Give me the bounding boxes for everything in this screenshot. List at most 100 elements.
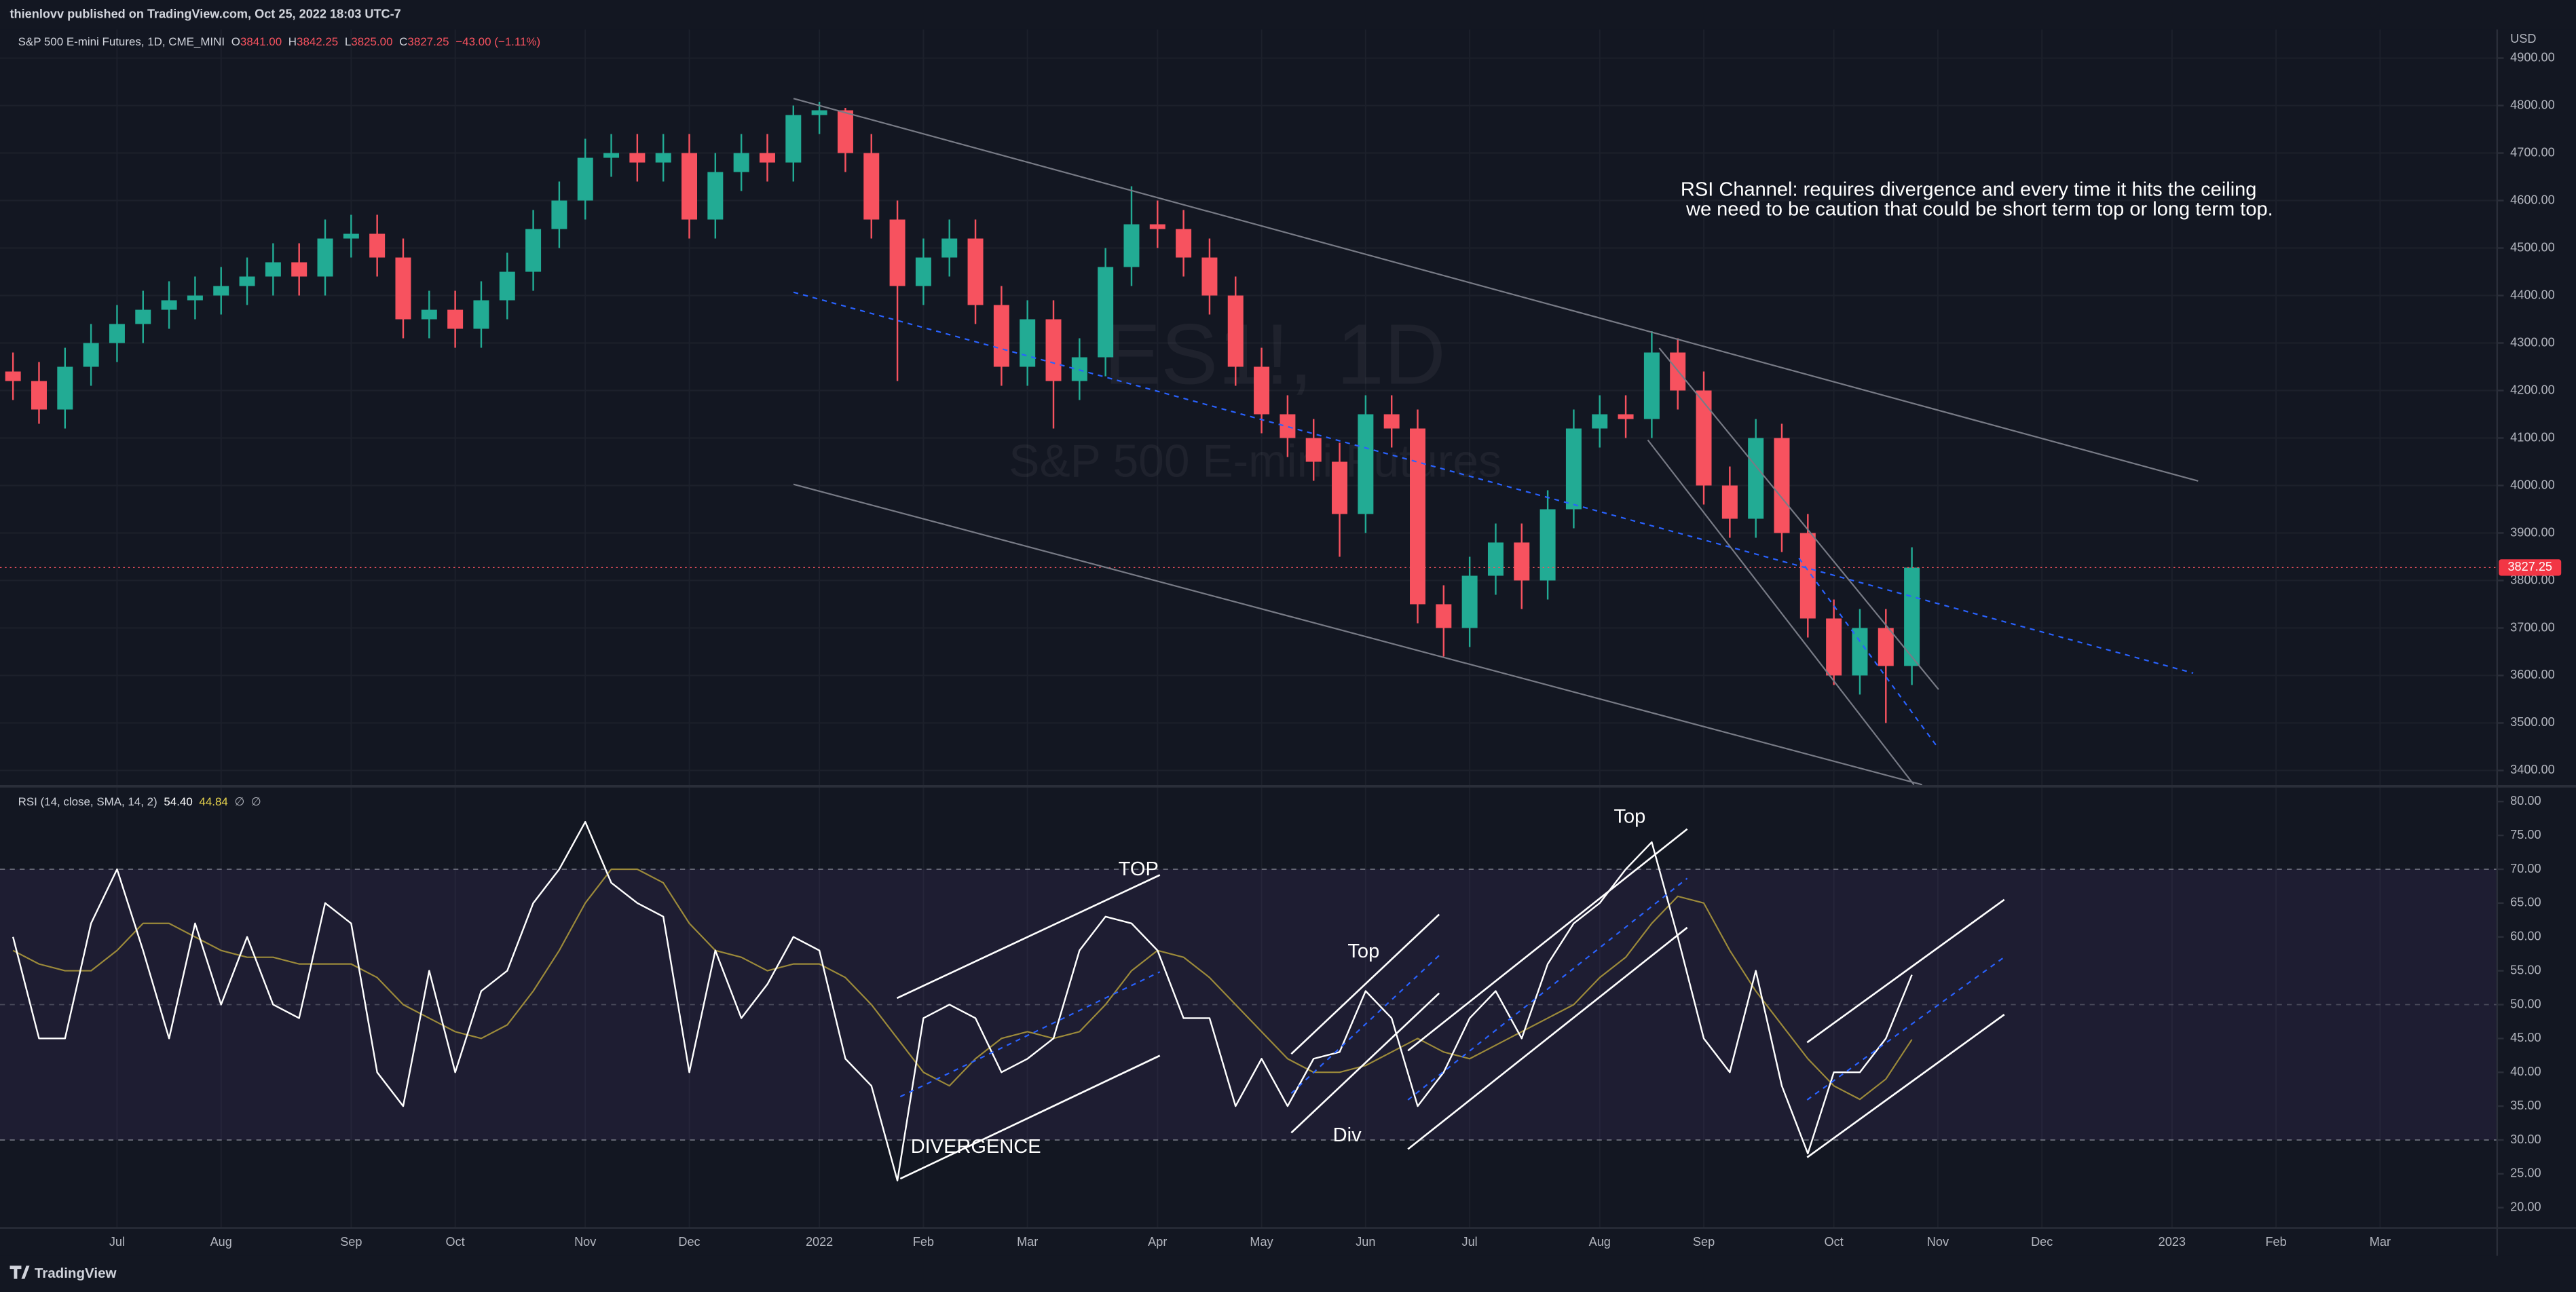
top-bar xyxy=(0,0,2576,30)
y-tick-label: 3500.00 xyxy=(2510,715,2555,729)
candle-body xyxy=(993,305,1009,367)
annotation: Top xyxy=(1614,805,1646,827)
x-tick-label: Feb xyxy=(2265,1235,2286,1249)
candle-body xyxy=(1123,224,1140,267)
y-tick-label: 3900.00 xyxy=(2510,525,2555,539)
x-tick-label: Jul xyxy=(109,1235,125,1249)
x-tick-label: Jun xyxy=(1356,1235,1375,1249)
candle-body xyxy=(577,157,593,201)
annotation: TOP xyxy=(1119,858,1159,880)
candle-body xyxy=(1826,618,1842,676)
candle-body xyxy=(1227,295,1244,367)
candle-body xyxy=(1149,224,1165,229)
candle-body xyxy=(1696,390,1712,486)
candle-body xyxy=(239,276,255,286)
candle-body xyxy=(369,233,386,258)
candle-body xyxy=(655,153,671,163)
y-tick-label: 4600.00 xyxy=(2510,193,2555,206)
brand: TradingView xyxy=(35,1266,117,1281)
candle-body xyxy=(1565,428,1582,510)
candle-body xyxy=(629,153,646,163)
candle-body xyxy=(1618,414,1634,419)
x-tick-label: Mar xyxy=(2370,1235,2391,1249)
candle-body xyxy=(135,309,151,324)
trend-line xyxy=(793,483,1923,786)
marks xyxy=(0,101,2497,1182)
x-tick-label: Dec xyxy=(678,1235,700,1249)
candle-body xyxy=(1383,414,1400,429)
candle-body xyxy=(941,238,958,258)
candle-body xyxy=(1020,319,1036,367)
candle-body xyxy=(682,153,698,220)
y-tick-label: 75.00 xyxy=(2510,828,2541,841)
legend-key: H xyxy=(288,35,297,48)
x-tick-label: Oct xyxy=(446,1235,465,1249)
y-tick-label: 30.00 xyxy=(2510,1133,2541,1146)
candle-body xyxy=(1774,438,1790,533)
candle-body xyxy=(1410,428,1425,605)
legend-value: 54.40 xyxy=(164,796,192,809)
legend-key: C xyxy=(399,35,407,48)
rsi-band xyxy=(0,869,2497,1141)
x-tick-label: Jul xyxy=(1462,1235,1478,1249)
candle-body xyxy=(395,257,411,320)
y-tick-label: 3800.00 xyxy=(2510,573,2555,586)
legend-key: O xyxy=(231,35,240,48)
y-tick-label: 4200.00 xyxy=(2510,383,2555,396)
candle-body xyxy=(447,309,464,329)
y-tick-label: 55.00 xyxy=(2510,963,2541,976)
trend-line xyxy=(1290,913,1440,1055)
candle-body xyxy=(785,115,802,163)
candle-body xyxy=(1332,461,1348,514)
legend-value: 3827.25 xyxy=(407,35,449,48)
y-tick-label: 4900.00 xyxy=(2510,50,2555,64)
y-tick-label: 3400.00 xyxy=(2510,763,2555,776)
footer xyxy=(0,1255,2576,1292)
legend-value: 3825.00 xyxy=(351,35,392,48)
last-price-label: 3827.25 xyxy=(2507,560,2552,573)
y-tick-label: 25.00 xyxy=(2510,1166,2541,1180)
y-tick-label: 40.00 xyxy=(2510,1065,2541,1078)
legend-extra: ∅ xyxy=(251,796,261,809)
legend-value: 3841.00 xyxy=(240,35,282,48)
candle-body xyxy=(1071,357,1087,381)
watermark: ES1!, 1D xyxy=(1104,306,1446,402)
candle-body xyxy=(1305,438,1322,462)
candle-body xyxy=(1904,567,1920,666)
candle-body xyxy=(915,257,931,286)
candle-body xyxy=(837,110,853,153)
candle-body xyxy=(1592,414,1608,429)
x-tick-label: Oct xyxy=(1825,1235,1844,1249)
candle-body xyxy=(1852,628,1868,676)
candle-body xyxy=(5,371,21,381)
annotation: Div xyxy=(1333,1124,1362,1146)
rsi-legend: RSI (14, close, SMA, 14, 2) 54.40 44.84 ∅ ∅ xyxy=(18,796,261,809)
trend-line xyxy=(1806,898,2005,1044)
candle-body xyxy=(1748,438,1764,519)
candle-body xyxy=(57,366,73,410)
y-tick-label: 45.00 xyxy=(2510,1031,2541,1044)
candle-body xyxy=(759,153,775,163)
x-tick-label: Mar xyxy=(1017,1235,1038,1249)
legend-key: L xyxy=(345,35,351,48)
candle-body xyxy=(1721,485,1738,519)
y-tick-label: 60.00 xyxy=(2510,930,2541,943)
candle-body xyxy=(291,262,307,277)
y-tick-label: 4400.00 xyxy=(2510,288,2555,301)
candle-body xyxy=(1045,319,1062,381)
y-tick-label: 65.00 xyxy=(2510,896,2541,909)
candle-body xyxy=(213,286,229,296)
candle-body xyxy=(967,238,984,305)
candle-body xyxy=(83,343,99,367)
candle-body xyxy=(1878,628,1894,666)
candle-body xyxy=(1436,604,1452,628)
candle-body xyxy=(1514,542,1530,581)
candle-body xyxy=(1799,533,1816,619)
rsi-line xyxy=(12,868,1913,1101)
legend-value: 44.84 xyxy=(199,796,227,809)
price-legend: S&P 500 E-mini Futures, 1D, CME_MINI O384… xyxy=(18,35,541,48)
candle-body xyxy=(1201,257,1218,296)
x-tick-label: 2023 xyxy=(2159,1235,2186,1249)
